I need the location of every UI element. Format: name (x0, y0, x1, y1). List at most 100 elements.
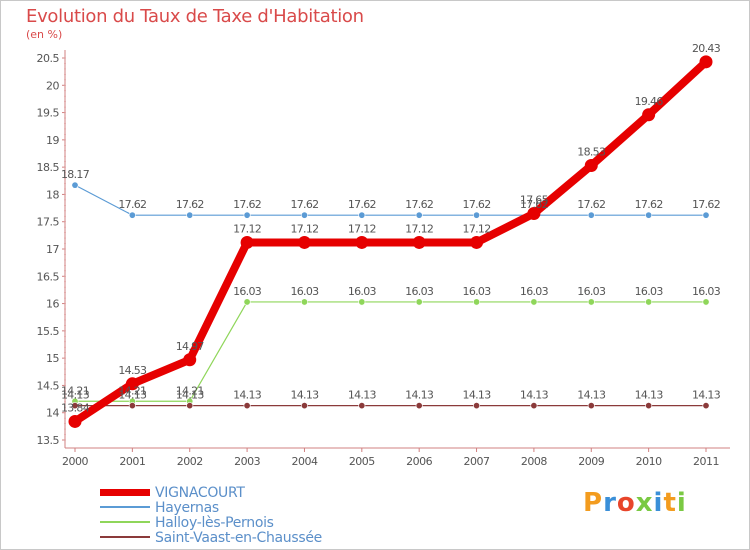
data-point-saint-vaast-en-chaussee (243, 402, 251, 410)
data-label-vignacourt: 13.84 (61, 401, 90, 414)
data-point-halloy-les-pernois (702, 298, 710, 306)
data-label-halloy-les-pernois: 16.03 (463, 285, 492, 298)
data-label-vignacourt: 17.12 (290, 222, 318, 235)
x-tick-label: 2008 (521, 455, 547, 468)
data-label-halloy-les-pernois: 16.03 (405, 285, 434, 298)
logo-letter: i (676, 488, 687, 518)
data-label-hayernas: 17.62 (118, 198, 146, 211)
data-label-saint-vaast-en-chaussee: 14.13 (405, 389, 434, 402)
data-point-hayernas (243, 211, 251, 219)
legend-swatch-hayernas (100, 506, 150, 508)
data-label-halloy-les-pernois: 16.03 (577, 285, 606, 298)
x-tick-label: 2001 (119, 455, 145, 468)
y-tick-label: 20 (46, 79, 59, 92)
legend-label-hayernas: Hayernas (155, 500, 219, 516)
data-point-halloy-les-pernois (358, 298, 366, 306)
data-label-saint-vaast-en-chaussee: 14.13 (520, 389, 549, 402)
data-point-hayernas (186, 211, 194, 219)
data-point-vignacourt (642, 108, 656, 122)
legend-label-vignacourt: VIGNACOURT (155, 485, 245, 501)
data-point-vignacourt (527, 207, 541, 221)
data-label-vignacourt: 14.97 (176, 340, 205, 353)
data-label-saint-vaast-en-chaussee: 14.13 (348, 389, 377, 402)
data-point-saint-vaast-en-chaussee (530, 402, 538, 410)
logo-letter: r (603, 488, 617, 518)
data-point-vignacourt (470, 235, 484, 249)
data-label-hayernas: 17.62 (692, 198, 720, 211)
data-label-saint-vaast-en-chaussee: 14.13 (635, 389, 664, 402)
data-point-hayernas (702, 211, 710, 219)
data-point-halloy-les-pernois (243, 298, 251, 306)
data-point-hayernas (71, 181, 79, 189)
data-point-vignacourt (297, 235, 311, 249)
data-label-halloy-les-pernois: 14.21 (176, 384, 204, 397)
data-point-saint-vaast-en-chaussee (702, 402, 710, 410)
data-point-halloy-les-pernois (587, 298, 595, 306)
legend-swatch-halloy-les-pernois (100, 521, 150, 523)
data-label-hayernas: 17.62 (635, 198, 663, 211)
data-label-vignacourt: 17.12 (348, 222, 376, 235)
legend-swatch-vignacourt (100, 489, 150, 496)
legend-item-saint-vaast-en-chaussee: Saint-Vaast-en-Chaussée (100, 530, 430, 546)
data-point-hayernas (587, 211, 595, 219)
data-point-vignacourt (183, 353, 197, 367)
y-tick-label: 19 (46, 134, 59, 147)
data-label-hayernas: 18.17 (61, 168, 90, 181)
legend-swatch-saint-vaast-en-chaussee (100, 536, 150, 538)
y-tick-label: 15.5 (37, 325, 60, 338)
data-point-hayernas (415, 211, 423, 219)
data-point-saint-vaast-en-chaussee (358, 402, 366, 410)
x-tick-label: 2005 (349, 455, 375, 468)
data-label-vignacourt: 19.46 (635, 95, 664, 108)
data-label-vignacourt: 17.65 (520, 194, 549, 207)
data-point-vignacourt (125, 377, 139, 391)
data-point-vignacourt (240, 235, 254, 249)
series-line-hayernas (74, 184, 707, 216)
y-tick-label: 18 (46, 188, 59, 201)
data-point-vignacourt (412, 235, 426, 249)
data-label-saint-vaast-en-chaussee: 14.13 (290, 389, 319, 402)
data-label-halloy-les-pernois: 14.21 (61, 384, 89, 397)
data-label-saint-vaast-en-chaussee: 14.13 (61, 389, 90, 402)
data-point-saint-vaast-en-chaussee (300, 402, 308, 410)
logo-letter: i (653, 488, 664, 518)
data-label-hayernas: 17.62 (176, 198, 204, 211)
data-point-halloy-les-pernois (415, 298, 423, 306)
y-tick-label: 15 (46, 352, 59, 365)
legend-item-vignacourt: VIGNACOURT (100, 485, 430, 501)
legend-label-saint-vaast-en-chaussee: Saint-Vaast-en-Chaussée (155, 530, 322, 546)
y-tick-label: 19.5 (37, 107, 60, 120)
y-tick-label: 17 (46, 243, 59, 256)
data-point-vignacourt (355, 235, 369, 249)
data-point-saint-vaast-en-chaussee (473, 402, 481, 410)
data-label-hayernas: 17.62 (577, 198, 605, 211)
data-label-hayernas: 17.62 (405, 198, 433, 211)
data-label-hayernas: 17.62 (520, 198, 548, 211)
data-point-halloy-les-pernois (300, 298, 308, 306)
logo-letter: P (583, 488, 604, 518)
data-point-halloy-les-pernois (530, 298, 538, 306)
data-label-saint-vaast-en-chaussee: 14.13 (233, 389, 262, 402)
data-label-halloy-les-pernois: 16.03 (520, 285, 549, 298)
data-point-hayernas (300, 211, 308, 219)
data-label-hayernas: 17.62 (290, 198, 318, 211)
data-point-saint-vaast-en-chaussee (186, 402, 194, 410)
data-point-halloy-les-pernois (473, 298, 481, 306)
legend-item-hayernas: Hayernas (100, 500, 430, 516)
y-tick-label: 14 (46, 407, 59, 420)
y-tick-label: 16 (46, 298, 59, 311)
data-point-hayernas (128, 211, 136, 219)
data-label-halloy-les-pernois: 16.03 (348, 285, 377, 298)
data-label-vignacourt: 17.12 (233, 222, 261, 235)
legend-label-halloy-les-pernois: Halloy-lès-Pernois (155, 515, 274, 531)
data-point-saint-vaast-en-chaussee (71, 402, 79, 410)
data-point-hayernas (473, 211, 481, 219)
x-tick-label: 2009 (578, 455, 604, 468)
x-tick-label: 2004 (291, 455, 317, 468)
series-line-halloy-les-pernois (74, 301, 707, 402)
data-label-halloy-les-pernois: 16.03 (692, 285, 721, 298)
data-point-saint-vaast-en-chaussee (587, 402, 595, 410)
data-point-vignacourt (584, 159, 598, 173)
